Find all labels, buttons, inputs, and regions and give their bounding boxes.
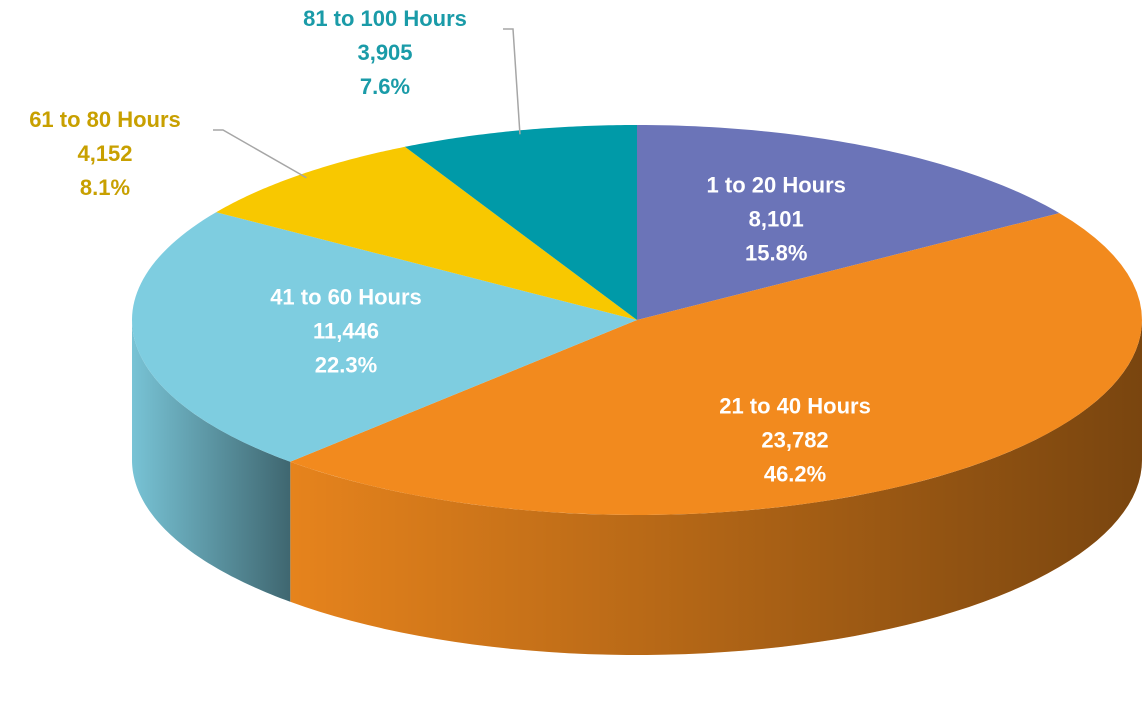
value-label: 11,446	[313, 319, 379, 344]
category-label: 21 to 40 Hours	[719, 394, 871, 419]
percent-label: 46.2%	[764, 462, 826, 487]
value-label: 8,101	[749, 206, 804, 231]
category-label: 61 to 80 Hours	[29, 107, 181, 132]
data-labels: 1 to 20 Hours 8,101 15.8% 21 to 40 Hours 23,…	[29, 6, 871, 487]
value-label: 23,782	[761, 428, 828, 453]
slice	[404, 125, 637, 320]
pie-tops	[132, 125, 1142, 515]
pie-sides	[132, 320, 1142, 655]
category-label: 1 to 20 Hours	[707, 172, 846, 197]
percent-label: 15.8%	[745, 240, 807, 265]
slice	[216, 146, 637, 320]
value-label: 4,152	[77, 141, 132, 166]
leader-line	[503, 28, 521, 135]
category-label: 41 to 60 Hours	[270, 285, 422, 310]
leader-line	[213, 129, 307, 179]
slice	[290, 213, 1142, 515]
slice	[132, 212, 637, 462]
slice	[637, 125, 1060, 320]
category-label: 81 to 100 Hours	[303, 6, 467, 31]
value-label: 3,905	[357, 40, 412, 65]
slice-side-shade	[290, 320, 1142, 655]
percent-label: 7.6%	[360, 74, 410, 99]
percent-label: 8.1%	[80, 175, 130, 200]
slice-side-shade	[132, 320, 291, 602]
percent-label: 22.3%	[315, 353, 377, 378]
